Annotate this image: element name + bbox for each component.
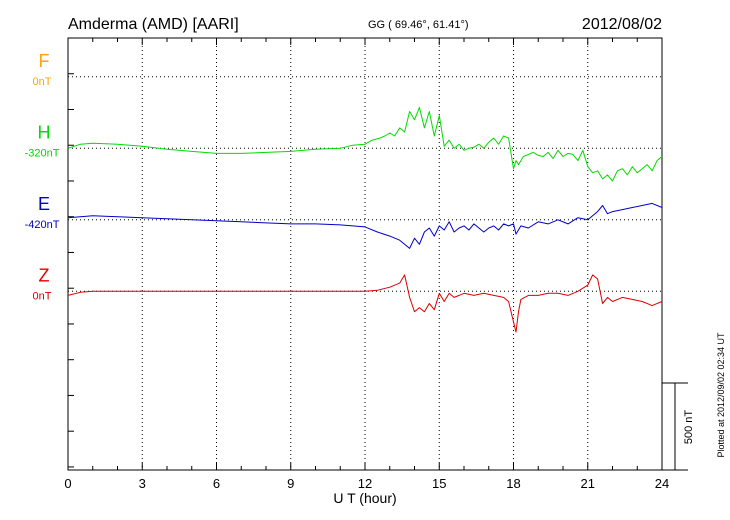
scale-bar: 500 nT [662, 382, 695, 471]
channel-e-baseline: -420nT [25, 219, 60, 231]
series-e-trace [67, 202, 663, 249]
channel-e-label: E [38, 194, 50, 214]
x-tick-label: 24 [655, 476, 669, 491]
x-tick-labels: 0 3 6 9 12 15 18 21 24 [64, 476, 669, 491]
x-tick-label: 9 [287, 476, 294, 491]
channel-f-label: F [39, 51, 50, 71]
x-axis-label: U T (hour) [333, 490, 396, 506]
x-tick-label: 15 [432, 476, 446, 491]
channel-labels: F 0nT H -320nT E -420nT Z 0nT [25, 51, 60, 302]
station-title: Amderma (AMD) [AARI] [68, 16, 239, 33]
x-tick-label: 3 [139, 476, 146, 491]
plotted-timestamp: Plotted at 2012/09/02 02:34 UT [716, 332, 726, 458]
channel-f-baseline: 0nT [33, 76, 52, 88]
series-h-trace [67, 106, 663, 182]
x-tick-label: 0 [64, 476, 71, 491]
series-z-trace [67, 274, 663, 333]
axis-ticks [67, 37, 663, 470]
grid-lines [68, 38, 662, 470]
data-series [67, 106, 663, 333]
x-tick-label: 21 [581, 476, 595, 491]
chart-date: 2012/08/02 [582, 16, 662, 33]
x-tick-label: 12 [358, 476, 372, 491]
x-tick-label: 6 [213, 476, 220, 491]
geo-coordinates: GG ( 69.46°, 61.41°) [368, 19, 469, 31]
channel-h-baseline: -320nT [25, 147, 60, 159]
x-tick-label: 18 [506, 476, 520, 491]
channel-h-label: H [38, 122, 51, 142]
scale-bar-label: 500 nT [683, 410, 695, 445]
channel-z-baseline: 0nT [33, 290, 52, 302]
channel-z-label: Z [39, 265, 50, 285]
